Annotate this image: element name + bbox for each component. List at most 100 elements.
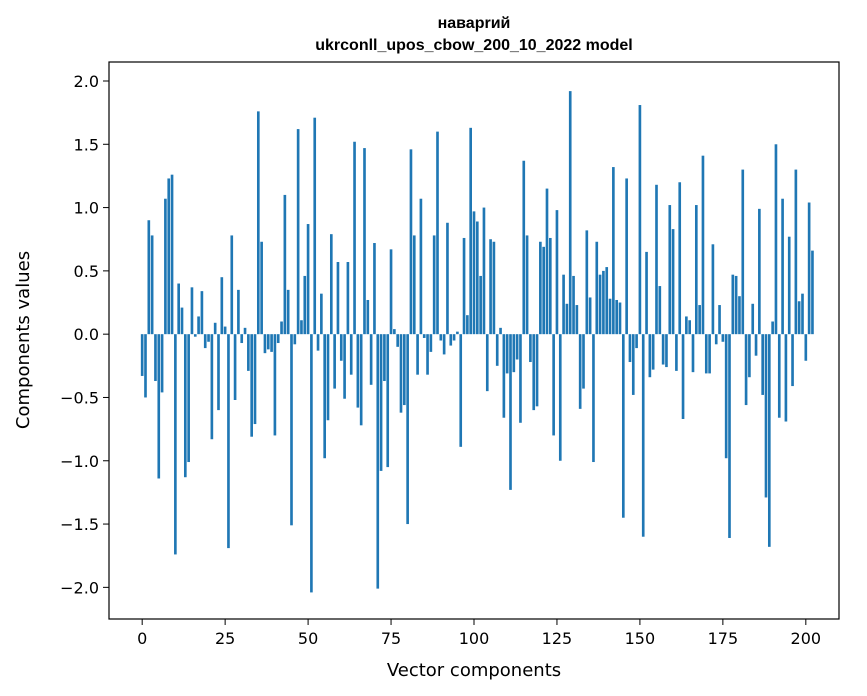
- y-tick-label: −2.0: [60, 578, 99, 597]
- bar: [376, 334, 380, 589]
- bar: [535, 334, 539, 407]
- bar: [704, 334, 708, 374]
- bar: [409, 149, 413, 335]
- bar: [555, 210, 559, 335]
- bar: [585, 230, 589, 335]
- bar: [466, 315, 469, 335]
- bar: [774, 144, 778, 335]
- bar: [738, 296, 741, 335]
- bar: [336, 262, 340, 335]
- bar: [396, 334, 399, 347]
- bar: [436, 131, 439, 335]
- x-tick-label: 0: [137, 629, 147, 648]
- bar: [456, 331, 459, 335]
- bar: [492, 241, 496, 335]
- bar: [339, 334, 343, 361]
- bar: [741, 169, 745, 335]
- y-tick-label: 2.0: [74, 72, 99, 91]
- bar: [714, 334, 718, 345]
- bar: [688, 320, 691, 335]
- bar: [791, 334, 794, 387]
- bar: [426, 334, 429, 375]
- bar: [665, 334, 668, 368]
- bar: [366, 299, 370, 335]
- bar: [781, 198, 784, 335]
- x-tick-label: 175: [708, 629, 739, 648]
- bar: [363, 148, 366, 335]
- chart-subtitle: ukrconll_upos_cbow_200_10_2022 model: [315, 37, 632, 54]
- bar: [489, 239, 492, 335]
- bar: [525, 235, 529, 335]
- bar: [310, 334, 313, 593]
- bar: [572, 275, 575, 335]
- bar: [203, 334, 207, 349]
- bar: [469, 127, 472, 335]
- bar: [582, 334, 585, 389]
- bar: [475, 221, 479, 335]
- bar: [313, 117, 317, 335]
- x-axis-label: Vector components: [387, 660, 561, 681]
- bar: [256, 111, 260, 335]
- bar: [661, 334, 665, 365]
- bar: [767, 334, 771, 547]
- y-tick-label: −0.5: [60, 388, 99, 407]
- bar: [303, 275, 307, 335]
- bar: [592, 334, 595, 463]
- bar: [691, 334, 695, 373]
- bar: [761, 334, 764, 395]
- bar: [685, 316, 688, 335]
- bar: [532, 334, 536, 411]
- bar: [522, 160, 526, 335]
- x-tick-label: 50: [298, 629, 318, 648]
- bar: [442, 334, 446, 355]
- bar: [529, 334, 532, 363]
- bar: [243, 327, 247, 335]
- bar: [183, 334, 187, 478]
- bar: [804, 334, 808, 361]
- bar: [416, 334, 419, 375]
- bar: [419, 198, 423, 335]
- bar: [180, 307, 184, 335]
- bar: [140, 334, 144, 376]
- bar: [678, 182, 682, 335]
- bar: [273, 334, 277, 436]
- bar: [432, 235, 436, 335]
- y-axis-label: Components values: [13, 251, 34, 429]
- bars-group: [140, 91, 814, 593]
- y-tick-label: −1.0: [60, 452, 99, 471]
- bar: [764, 334, 768, 498]
- bar: [721, 334, 725, 342]
- y-axis-ticks: −2.0 −1.5 −1.0 −0.5 0.0 0.5 1.0 1.5 2.0: [60, 72, 109, 597]
- bar: [625, 178, 628, 335]
- bar: [356, 334, 360, 408]
- bar: [509, 334, 512, 490]
- bar: [552, 334, 555, 436]
- bar: [323, 334, 326, 459]
- bar: [412, 235, 416, 335]
- bar: [635, 334, 638, 349]
- bar: [605, 267, 609, 335]
- bar: [346, 262, 350, 335]
- bar: [515, 334, 519, 360]
- bar: [701, 155, 705, 335]
- bar: [217, 334, 220, 411]
- bar: [479, 275, 482, 335]
- bar: [485, 334, 489, 392]
- x-axis-ticks: 0 25 50 75 100 125 150 175 200: [137, 619, 821, 648]
- plot-frame: [108, 61, 840, 620]
- bar: [293, 334, 297, 345]
- bar: [320, 293, 323, 335]
- bar: [393, 329, 396, 335]
- bar: [326, 334, 330, 421]
- bar: [694, 205, 698, 335]
- bar: [240, 334, 244, 344]
- bar: [260, 241, 263, 335]
- bar: [296, 129, 300, 335]
- bar: [482, 207, 486, 335]
- bar: [794, 169, 798, 335]
- bar: [220, 277, 224, 335]
- bar: [213, 322, 217, 335]
- bar: [227, 334, 230, 549]
- bar: [658, 286, 662, 335]
- y-tick-label: 1.0: [74, 199, 99, 218]
